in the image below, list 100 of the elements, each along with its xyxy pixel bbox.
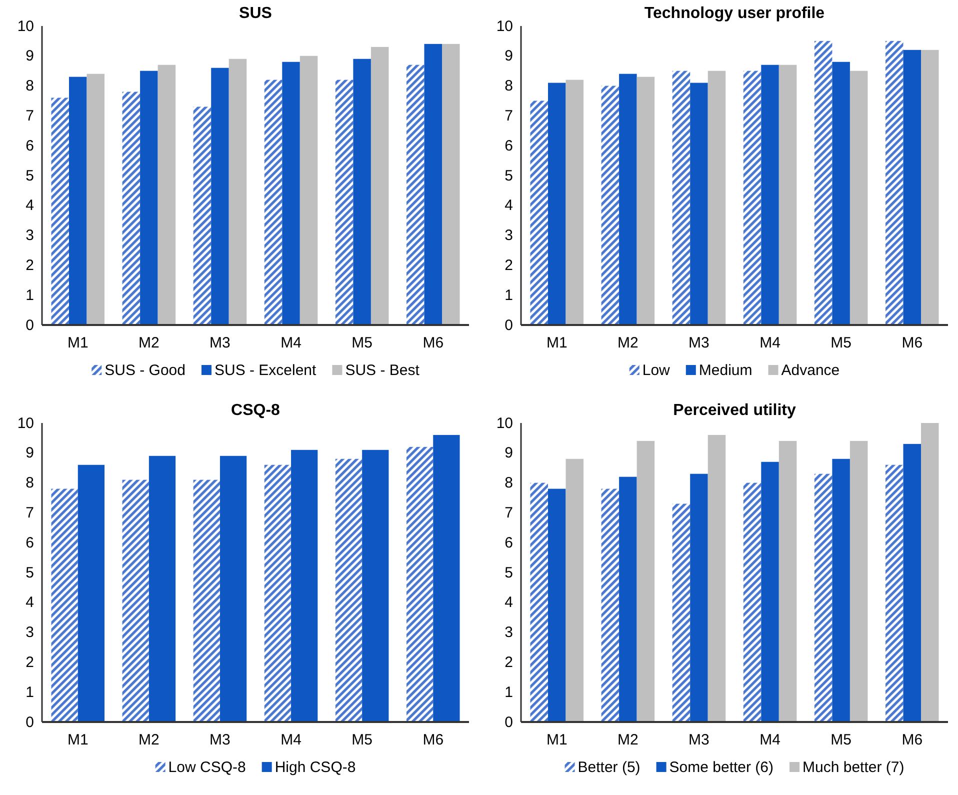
y-tick-label: 9 — [504, 48, 513, 65]
bar — [832, 62, 850, 325]
bar — [690, 474, 708, 722]
bar — [850, 440, 868, 722]
legend-label: Better (5) — [578, 759, 640, 776]
y-tick-label: 3 — [26, 227, 34, 244]
x-tick-label: M2 — [138, 334, 160, 352]
legend-label: SUS - Best — [345, 362, 420, 379]
x-tick-label: M1 — [546, 334, 568, 352]
y-tick-label: 1 — [26, 684, 34, 701]
bar — [530, 482, 548, 722]
y-tick-label: 7 — [504, 108, 513, 124]
y-tick-label: 8 — [504, 78, 513, 95]
bar — [708, 70, 726, 325]
bar — [211, 68, 229, 325]
x-tick-label: M5 — [830, 334, 852, 352]
legend-label: SUS - Good — [104, 362, 186, 379]
bar — [672, 504, 690, 722]
y-tick-label: 6 — [26, 137, 34, 154]
x-tick-label: M6 — [902, 334, 923, 352]
bar — [78, 464, 105, 722]
y-tick-label: 7 — [504, 504, 513, 522]
bar — [548, 488, 566, 722]
bar — [903, 50, 921, 325]
bar — [264, 464, 292, 722]
bar — [158, 64, 176, 325]
legend-label: SUS - Excelent — [214, 362, 318, 379]
y-tick-label: 10 — [17, 414, 34, 432]
x-tick-label: M1 — [67, 732, 88, 749]
bar — [122, 480, 149, 722]
x-tick-label: M5 — [352, 732, 372, 749]
y-tick-label: 3 — [504, 624, 513, 642]
legend-label: Much better (7) — [802, 759, 904, 776]
bar — [619, 74, 637, 325]
bar — [761, 462, 779, 722]
bar — [335, 458, 362, 722]
chart-title: SUS — [239, 5, 272, 22]
bar — [282, 62, 300, 325]
bar — [636, 76, 655, 325]
bar — [193, 480, 220, 722]
bar — [300, 56, 318, 325]
x-tick-label: M4 — [280, 334, 302, 352]
y-tick-label: 1 — [504, 684, 513, 701]
bar — [601, 86, 620, 325]
y-tick-label: 2 — [26, 654, 34, 671]
y-tick-label: 2 — [504, 654, 513, 671]
bar — [335, 80, 354, 325]
y-tick-label: 3 — [504, 227, 513, 244]
y-tick-label: 4 — [26, 594, 34, 612]
bar — [362, 450, 389, 722]
y-tick-label: 3 — [26, 624, 34, 642]
bar — [291, 450, 318, 722]
bar — [122, 92, 140, 325]
legend-label: Low CSQ-8 — [168, 759, 246, 776]
chart-title: Technology user profile — [644, 5, 825, 22]
bar — [406, 64, 424, 325]
y-tick-label: 9 — [26, 48, 34, 65]
x-tick-label: M5 — [830, 732, 852, 749]
bar — [601, 488, 620, 722]
bar — [814, 40, 832, 325]
x-tick-label: M6 — [422, 334, 444, 352]
bar — [433, 434, 460, 722]
y-tick-label: 8 — [26, 474, 34, 492]
x-tick-label: M1 — [546, 732, 568, 749]
y-tick-label: 10 — [496, 414, 513, 432]
y-tick-label: 4 — [26, 197, 34, 214]
bar — [228, 58, 247, 325]
bar — [442, 44, 460, 325]
y-tick-label: 6 — [26, 534, 34, 552]
legend-label: Low — [642, 362, 670, 379]
legend-label: Some better (6) — [669, 759, 774, 776]
y-tick-label: 10 — [17, 18, 34, 35]
x-tick-label: M4 — [280, 732, 302, 749]
bar — [743, 70, 762, 325]
y-tick-label: 9 — [504, 444, 513, 462]
x-tick-label: M6 — [902, 732, 923, 749]
y-tick-label: 0 — [504, 714, 513, 731]
y-tick-label: 0 — [26, 316, 34, 334]
bar — [264, 80, 282, 325]
bar — [86, 74, 105, 325]
chart-title: CSQ-8 — [231, 402, 280, 419]
chart-title: Perceived utility — [673, 402, 796, 419]
bar — [619, 476, 637, 722]
bar — [193, 106, 212, 325]
y-tick-label: 9 — [26, 444, 34, 462]
bar — [353, 58, 371, 325]
bar — [370, 46, 389, 325]
x-tick-label: M3 — [210, 334, 230, 352]
x-tick-label: M3 — [688, 732, 710, 749]
bar — [832, 458, 850, 722]
bar — [708, 434, 726, 722]
y-tick-label: 2 — [504, 257, 513, 274]
bar — [148, 456, 176, 722]
bar — [636, 440, 655, 722]
bar — [672, 70, 690, 325]
bar — [921, 423, 939, 722]
x-tick-label: M6 — [422, 732, 444, 749]
y-tick-label: 4 — [504, 594, 513, 612]
x-tick-label: M1 — [67, 334, 88, 352]
y-tick-label: 8 — [26, 78, 34, 95]
